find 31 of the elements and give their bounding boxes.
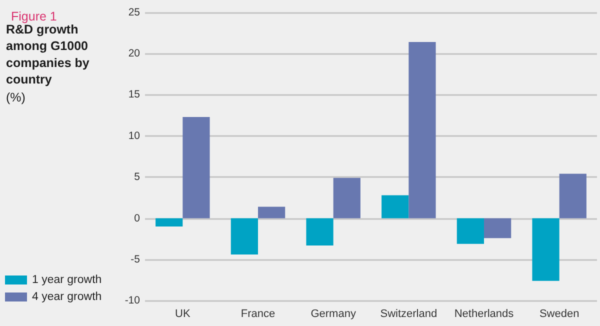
legend-label: 4 year growth <box>32 291 102 303</box>
y-tick-label: 0 <box>134 212 140 224</box>
x-tick-label: France <box>240 308 276 320</box>
y-tick-label: 25 <box>128 6 140 18</box>
text: (%) <box>6 90 26 104</box>
bar <box>382 195 409 218</box>
bar <box>532 218 560 281</box>
x-tick-label: Switzerland <box>380 308 438 320</box>
text: R&D growth among G1000 companies by country <box>6 22 93 86</box>
bar <box>156 218 183 227</box>
bar <box>182 116 210 218</box>
bar <box>258 206 286 218</box>
x-tick-label: UK <box>175 308 191 320</box>
x-tick-label: Netherlands <box>454 308 514 320</box>
y-tick-label: 10 <box>128 130 140 142</box>
bar <box>408 42 436 218</box>
x-tick-label: Sweden <box>539 308 580 320</box>
y-tick-label: 5 <box>134 171 140 184</box>
legend-label: 1 year growth <box>32 274 102 286</box>
bar <box>306 218 334 246</box>
bar <box>333 178 360 218</box>
y-tick-label: 20 <box>128 48 140 60</box>
bar <box>230 218 258 255</box>
caption: Figure 1 <box>11 10 57 24</box>
bar <box>484 218 512 238</box>
y-tick-label: -10 <box>124 294 140 307</box>
y-tick-label: -5 <box>130 254 140 266</box>
x-tick-label: Germany <box>310 308 356 320</box>
y-tick-label: 15 <box>128 88 140 101</box>
bar <box>559 174 586 218</box>
bar <box>456 218 484 244</box>
